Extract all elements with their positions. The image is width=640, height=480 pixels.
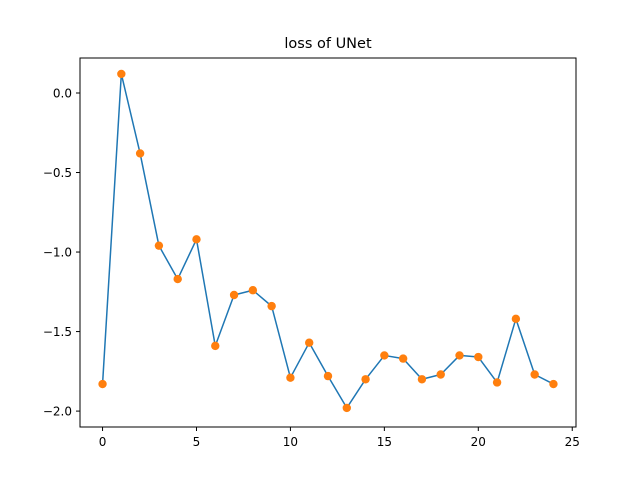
data-point [211,341,220,351]
plot-frame [79,57,577,428]
data-point [267,301,276,311]
data-point [135,149,145,158]
data-point [436,370,445,379]
data-point [192,235,201,244]
data-point [117,69,126,79]
y-tick-label: −0.5 [43,166,72,180]
data-point [398,354,408,363]
data-point [361,375,370,384]
data-point [286,373,295,382]
x-tick-label: 5 [193,435,201,449]
data-point [511,314,521,324]
data-point [342,403,351,413]
y-axis: 0.0 −0.5 −1.0 −1.5 −2.0 [43,86,80,419]
x-tick-label: 0 [99,435,107,449]
data-point [98,379,107,389]
data-point [248,286,258,295]
data-point [474,352,483,362]
data-point [492,378,502,387]
data-point [323,371,333,381]
x-tick-label: 20 [471,435,486,449]
data-point [173,274,182,284]
y-tick-label: −1.0 [43,246,72,260]
x-tick-label: 25 [565,435,580,449]
x-tick-label: 15 [377,435,392,449]
data-point [455,351,464,360]
data-point [549,379,558,389]
data-point [154,241,164,250]
data-point [417,375,427,384]
data-point [380,351,389,360]
x-axis: 0 5 10 15 20 25 [99,427,580,449]
data-point [229,290,239,300]
data-point [305,338,314,347]
plot-marks [98,69,558,413]
y-tick-label: −1.5 [43,325,72,339]
data-point [530,370,539,379]
x-tick-label: 10 [283,435,298,449]
chart-title: loss of UNet [284,36,372,52]
y-tick-label: −2.0 [43,405,72,419]
y-tick-label: 0.0 [53,86,72,100]
series-line [101,73,554,409]
